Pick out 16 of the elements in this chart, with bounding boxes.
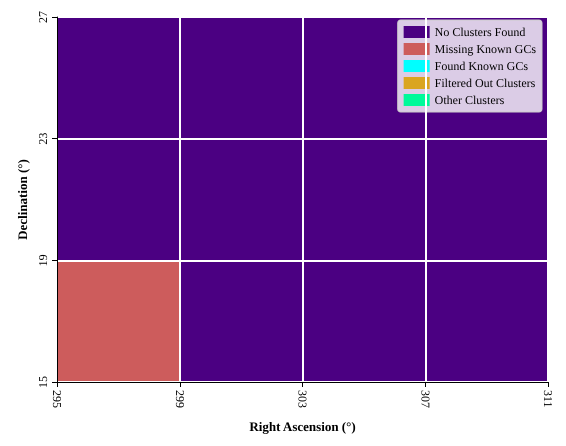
legend-label: No Clusters Found bbox=[434, 25, 526, 39]
x-axis-title: Right Ascension (°) bbox=[249, 419, 356, 434]
legend-label: Missing Known GCs bbox=[434, 42, 536, 56]
x-tick-label: 307 bbox=[418, 390, 432, 408]
y-tick-label: 23 bbox=[36, 132, 50, 145]
legend-label: Other Clusters bbox=[434, 93, 505, 107]
x-tick-label: 311 bbox=[541, 390, 555, 408]
x-tick-label: 299 bbox=[172, 390, 187, 408]
y-tick-label: 27 bbox=[36, 11, 50, 23]
legend-label: Filtered Out Clusters bbox=[434, 76, 536, 90]
y-axis-title: Declination (°) bbox=[15, 159, 30, 240]
x-tick-label: 303 bbox=[296, 390, 310, 408]
x-tick-label: 295 bbox=[50, 390, 64, 408]
legend-label: Found Known GCs bbox=[434, 59, 528, 73]
y-tick-label: 15 bbox=[36, 376, 50, 388]
y-tick-label: 19 bbox=[36, 254, 50, 266]
